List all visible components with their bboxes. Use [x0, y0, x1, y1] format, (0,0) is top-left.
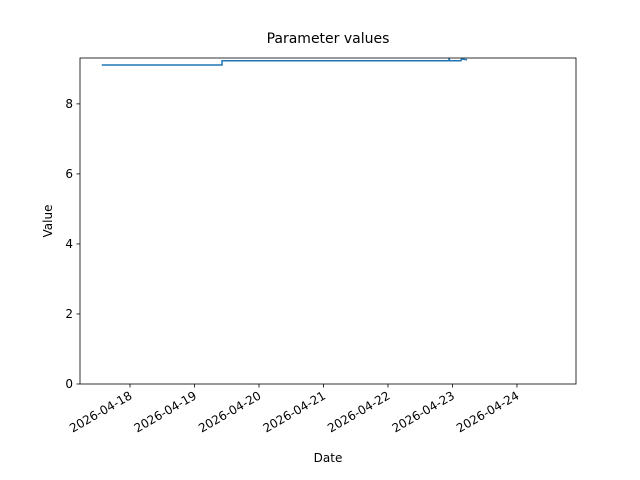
x-tick-label: 2026-04-18 [67, 388, 134, 435]
x-axis-label: Date [314, 451, 343, 465]
y-tick-label: 2 [65, 307, 73, 321]
y-axis-label: Value [41, 205, 55, 238]
x-tick-label: 2026-04-20 [196, 388, 263, 435]
x-tick-label: 2026-04-24 [454, 388, 521, 435]
plot-frame [79, 57, 577, 385]
y-tick-label: 0 [65, 377, 73, 391]
x-tick-label: 2026-04-22 [325, 388, 392, 435]
y-tick-label: 4 [65, 237, 73, 251]
x-tick-label: 2026-04-19 [132, 388, 199, 435]
chart-title: Parameter values [267, 31, 390, 47]
y-tick-label: 6 [65, 167, 73, 181]
x-tick-label: 2026-04-23 [390, 388, 457, 435]
x-tick-label: 2026-04-21 [261, 388, 328, 435]
data-line [101, 58, 468, 66]
y-tick-label: 8 [65, 97, 73, 111]
